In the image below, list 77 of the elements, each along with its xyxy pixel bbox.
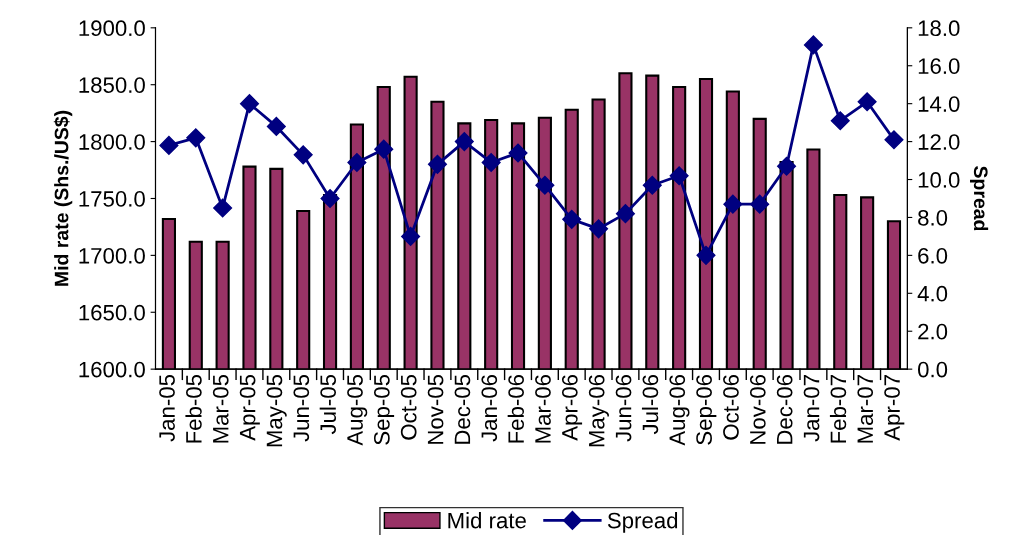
x-tick-label: Mar-07 <box>857 375 874 443</box>
point <box>374 139 394 159</box>
y-tick-label: 1800.0 <box>79 134 145 150</box>
y2-tick-label: 4.0 <box>917 285 948 302</box>
x-tick-label: Jan-05 <box>159 374 175 442</box>
x-tick-label: Oct-05 <box>400 374 417 440</box>
x-tick-label: Apr-06 <box>561 374 583 441</box>
x-tick-label: Oct-06 <box>723 374 739 440</box>
x-tick-label: Nov-05 <box>427 374 444 444</box>
point <box>347 152 367 172</box>
y2-tick-label: 0.0 <box>917 361 948 378</box>
x-tick-label: Jun-06 <box>615 374 632 442</box>
y-tick-label: 1700.0 <box>79 247 145 264</box>
x-tick-label: May-05 <box>266 374 287 447</box>
y2-tick-label: 6.0 <box>918 247 948 264</box>
point <box>857 92 877 112</box>
y2-tick-label: 18.0 <box>918 20 960 37</box>
point <box>642 175 662 195</box>
y-axis-title: Mid rate (Shs./US$) <box>53 110 73 286</box>
y-tick-label: 1850.0 <box>79 77 145 93</box>
point <box>884 130 904 150</box>
point <box>696 245 716 265</box>
x-tick-label: Dec-06 <box>776 374 793 444</box>
x-tick-label: Jul-05 <box>319 374 337 435</box>
y2-tick-label: 14.0 <box>918 96 960 112</box>
y-tick-label: 1750.0 <box>79 191 145 207</box>
point <box>481 152 501 172</box>
y-tick-label: 1600.0 <box>79 361 145 378</box>
point <box>293 145 313 165</box>
point <box>401 226 421 246</box>
x-tick-label: Sep-05 <box>373 374 395 445</box>
x-tick-label: Mar-05 <box>212 374 229 443</box>
point <box>213 198 233 218</box>
point <box>723 194 743 214</box>
x-tick-label: Jul-06 <box>641 374 659 435</box>
point <box>803 35 823 55</box>
x-tick-label: Jan-06 <box>481 374 498 442</box>
point <box>562 209 582 229</box>
x-tick-label: Feb-06 <box>507 374 524 443</box>
point <box>750 194 770 214</box>
x-tick-label: Mar-06 <box>535 374 551 443</box>
x-tick-label: Sep-06 <box>696 374 717 445</box>
y2-tick-label: 12.0 <box>918 134 960 150</box>
y-tick-label: 1900.0 <box>79 20 145 37</box>
point <box>589 219 609 239</box>
point <box>669 166 689 186</box>
x-tick-label: Nov-06 <box>749 374 766 444</box>
point <box>777 156 797 176</box>
x-tick-label: Dec-05 <box>454 374 471 444</box>
point <box>508 143 528 163</box>
x-tick-label: Feb-05 <box>185 374 202 443</box>
x-tick-label: Jun-05 <box>293 374 310 442</box>
point <box>830 111 850 131</box>
point <box>454 132 474 152</box>
point <box>535 175 555 195</box>
y2-tick-label: 10.0 <box>918 172 960 188</box>
x-tick-label: Apr-07 <box>884 375 905 441</box>
point <box>266 116 286 136</box>
x-tick-label: Jan-07 <box>803 375 820 442</box>
point <box>186 128 206 148</box>
y-tick-label: 1650.0 <box>79 304 145 321</box>
legend-label: Spread <box>607 512 678 533</box>
point <box>615 204 635 224</box>
point <box>427 154 447 174</box>
y2-tick-label: 16.0 <box>918 58 960 75</box>
x-tick-label: Aug-06 <box>669 374 690 446</box>
y2-tick-label: 8.0 <box>918 209 948 226</box>
x-tick-label: Feb-07 <box>829 375 847 443</box>
point <box>320 188 340 209</box>
point <box>159 135 179 155</box>
legend-label: Mid rate <box>448 512 526 529</box>
y2-tick-label: 2.0 <box>918 323 948 340</box>
x-tick-label: May-06 <box>588 374 609 447</box>
point <box>239 94 260 114</box>
y2-axis-title: Spread <box>970 166 989 231</box>
x-tick-label: Apr-05 <box>239 374 260 441</box>
x-tick-label: Aug-05 <box>347 374 368 446</box>
